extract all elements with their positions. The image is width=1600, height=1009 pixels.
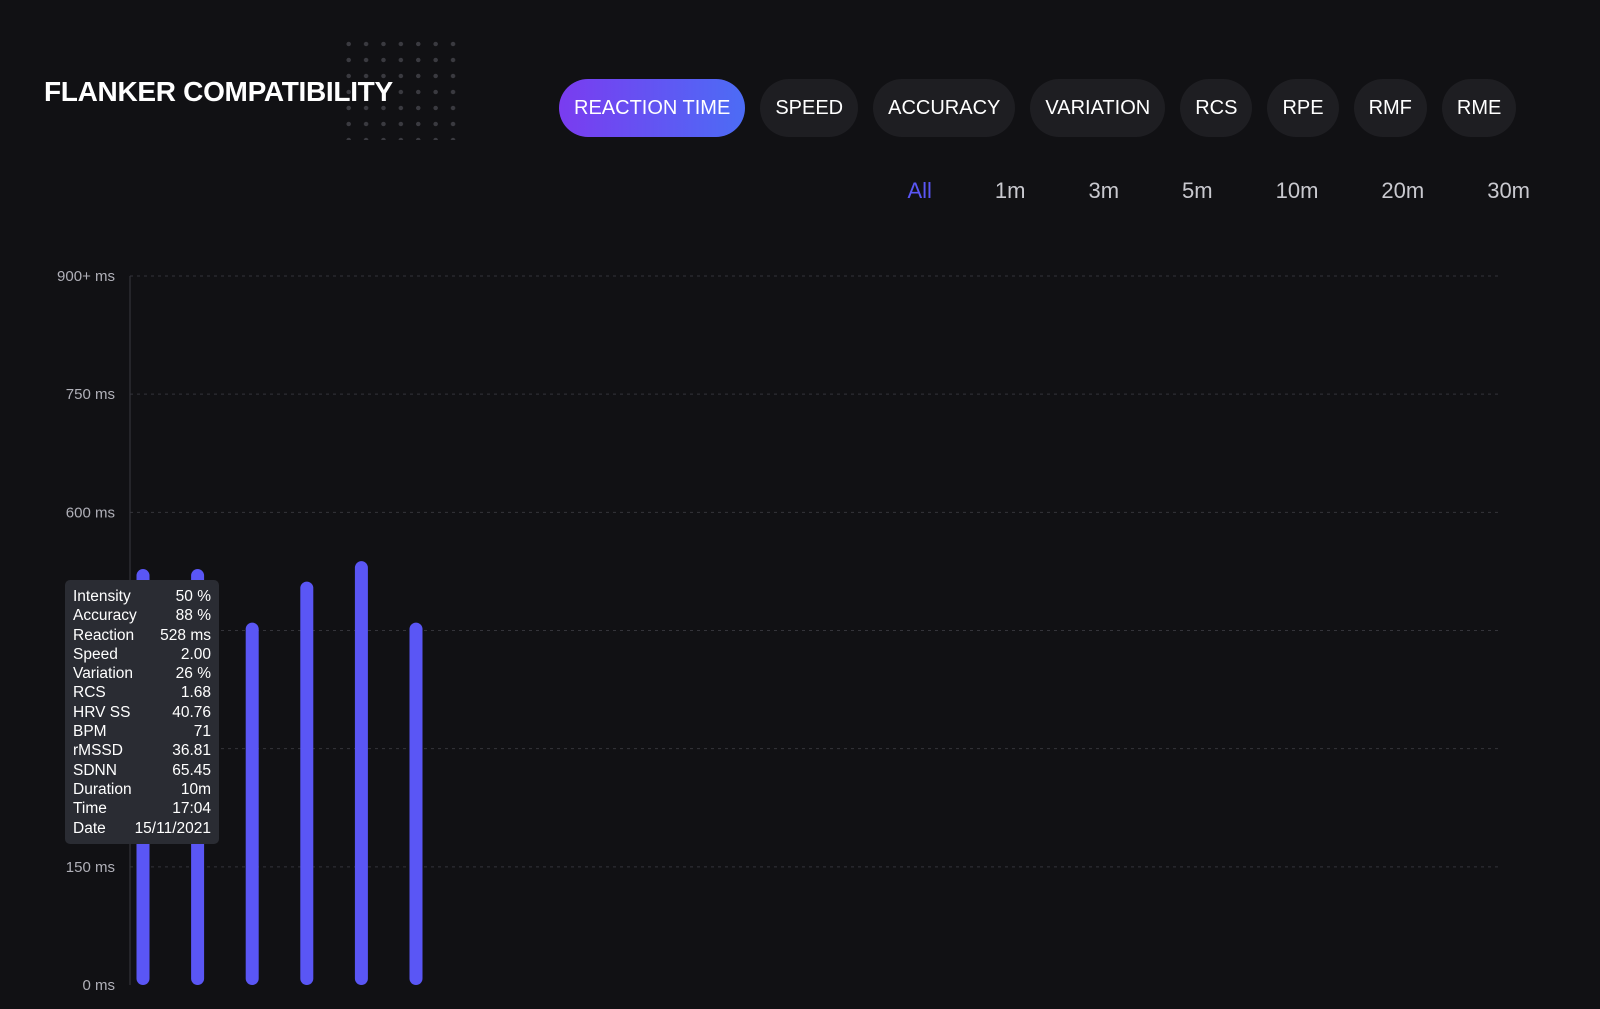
- tooltip-row: HRV SS 40.76: [73, 703, 211, 722]
- tooltip-label: SDNN: [73, 761, 117, 779]
- tooltip-row: Speed 2.00: [73, 645, 211, 664]
- tooltip-row: Accuracy 88 %: [73, 606, 211, 625]
- tab-accuracy[interactable]: ACCURACY: [873, 79, 1016, 137]
- tooltip-row: Intensity 50 %: [73, 587, 211, 606]
- tab-rpe[interactable]: RPE: [1267, 79, 1339, 137]
- y-tick-label: 600 ms: [66, 504, 115, 521]
- range-5m[interactable]: 5m: [1182, 178, 1213, 203]
- time-range-filter: All 1m 3m 5m 10m 20m 30m: [907, 178, 1530, 204]
- tooltip-row: rMSSD 36.81: [73, 741, 211, 760]
- tooltip-row: Variation 26 %: [73, 664, 211, 683]
- range-1m[interactable]: 1m: [994, 178, 1026, 203]
- tooltip-value: 36.81: [172, 742, 211, 760]
- tooltip-row: Duration 10m: [73, 780, 211, 799]
- bar-tooltip: Intensity 50 % Accuracy 88 % Reaction 528 ms S…: [65, 580, 219, 844]
- tooltip-label: Duration: [73, 780, 132, 798]
- metric-tabs: REACTION TIME SPEED ACCURACY VARIATION RCS RP…: [559, 79, 1517, 137]
- tooltip-value: 2.00: [180, 645, 211, 663]
- y-tick-label: 900+ ms: [57, 268, 115, 285]
- tooltip-row: SDNN 65.45: [73, 761, 211, 780]
- range-10m[interactable]: 10m: [1275, 178, 1319, 203]
- tab-variation[interactable]: VARIATION: [1030, 79, 1166, 137]
- tab-rme[interactable]: RME: [1441, 79, 1517, 137]
- y-tick-label: 0 ms: [82, 977, 115, 994]
- tooltip-label: RCS: [73, 684, 106, 702]
- range-30m[interactable]: 30m: [1487, 178, 1530, 203]
- tooltip-label: BPM: [73, 723, 107, 741]
- tooltip-label: Speed: [73, 645, 118, 663]
- tooltip-label: Intensity: [73, 588, 131, 605]
- tooltip-label: Reaction: [73, 626, 135, 644]
- page-title: FLANKER COMPATIBILITY: [44, 76, 393, 107]
- tooltip-row: BPM 71: [73, 722, 211, 741]
- tab-speed[interactable]: SPEED: [760, 79, 859, 137]
- tooltip-value: 26 %: [175, 665, 211, 683]
- y-tick-label: 750 ms: [66, 386, 115, 403]
- tab-rmf[interactable]: RMF: [1353, 79, 1427, 137]
- tooltip-value: 528 ms: [160, 626, 211, 644]
- tooltip-label: Time: [73, 800, 107, 818]
- tooltip-label: Date: [73, 819, 106, 837]
- tooltip-value: 1.68: [180, 684, 211, 702]
- tooltip-label: HRV SS: [73, 703, 131, 721]
- tooltip-label: Variation: [73, 665, 134, 683]
- tooltip-row: Time 17:04: [73, 799, 211, 818]
- tooltip-value: 88 %: [175, 607, 211, 625]
- tooltip-value: 40.76: [172, 703, 211, 721]
- tooltip-row: Date 15/11/2021: [73, 819, 211, 838]
- tooltip-label: rMSSD: [73, 742, 123, 760]
- tooltip-value: 17:04: [172, 800, 211, 818]
- tooltip-value: 71: [193, 723, 211, 741]
- range-20m[interactable]: 20m: [1381, 178, 1425, 203]
- tooltip-value: 65.45: [172, 761, 211, 779]
- tab-reaction-time[interactable]: REACTION TIME: [559, 79, 746, 137]
- dot-pattern-decoration: [340, 36, 460, 140]
- y-tick-label: 150 ms: [66, 859, 115, 876]
- tab-rcs[interactable]: RCS: [1180, 79, 1253, 137]
- tooltip-value: 10m: [180, 780, 211, 798]
- tooltip-label: Accuracy: [73, 607, 137, 625]
- tooltip-value: 50 %: [175, 588, 211, 605]
- range-all[interactable]: All: [907, 178, 932, 203]
- tooltip-row: RCS 1.68: [73, 683, 211, 702]
- range-3m[interactable]: 3m: [1088, 178, 1120, 203]
- tooltip-value: 15/11/2021: [134, 819, 211, 837]
- tooltip-row: Reaction 528 ms: [73, 626, 211, 645]
